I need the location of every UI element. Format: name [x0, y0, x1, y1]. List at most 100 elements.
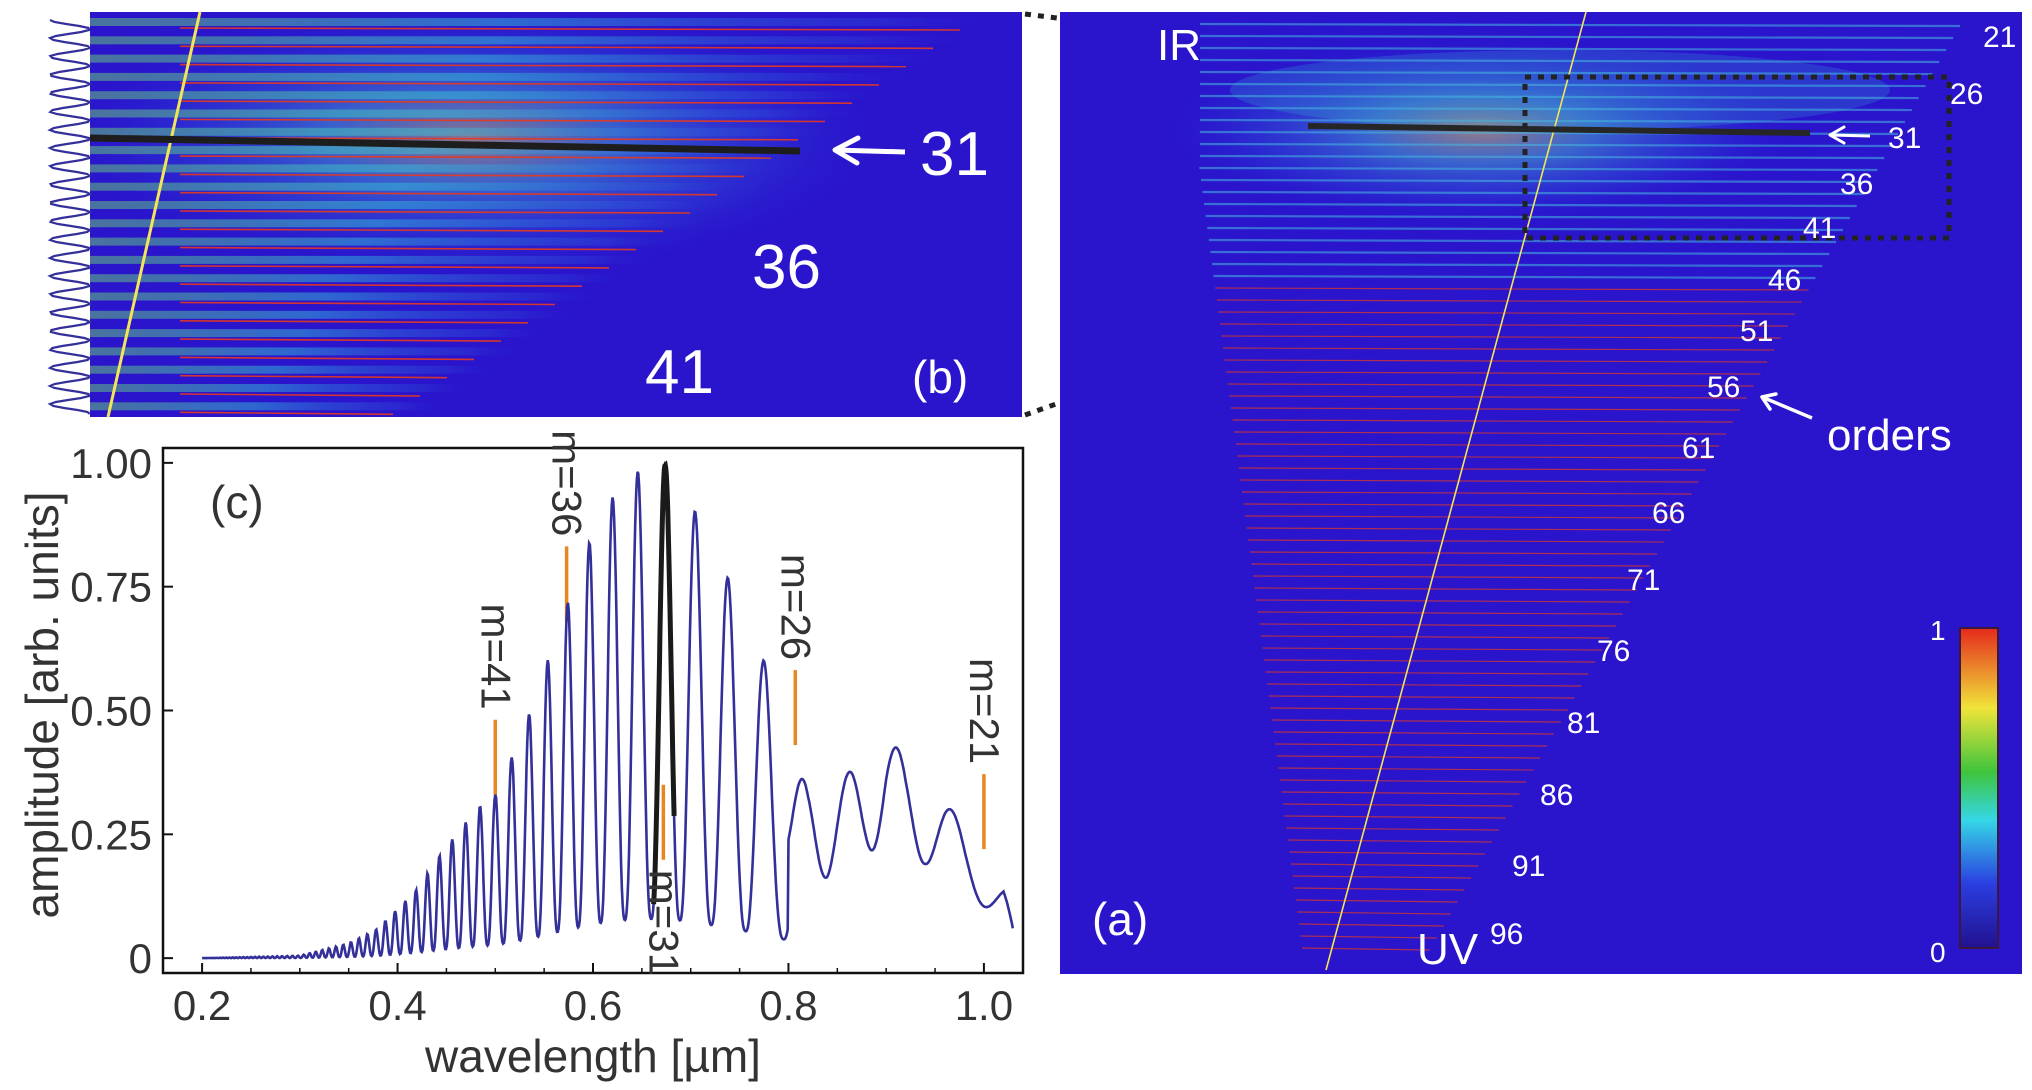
panel-a-stripe — [1287, 839, 1492, 843]
panel-a-stripe — [1200, 178, 1871, 184]
panel-a-order-31: 31 — [1888, 122, 1921, 155]
panel-a-echelle-image: 21 26 31 36 41 46 51 56 61 66 71 76 81 8… — [1060, 12, 2022, 974]
chart-ytick-label: 0.75 — [70, 564, 152, 611]
panel-b-stripe-glow — [90, 54, 966, 63]
panel-b-stripe-trace — [179, 246, 637, 251]
panel-a-stripe — [1199, 82, 1926, 88]
panel-a-stripe — [1199, 154, 1885, 160]
panel-a-stripe — [1237, 455, 1713, 459]
panel-a-stripe — [1265, 671, 1589, 675]
panel-b-stripe-trace — [179, 191, 718, 196]
panel-b-stripe-trace — [179, 100, 853, 104]
panel-b-stripe-trace — [179, 27, 961, 31]
panel-a-stripe — [1275, 743, 1548, 747]
panel-a-order-71: 71 — [1627, 564, 1660, 597]
panel-a-label: (a) — [1092, 893, 1148, 945]
panel-b-stripe-trace — [179, 265, 610, 269]
panel-b-stripe-trace — [179, 320, 529, 324]
panel-b-stripe-glow — [90, 72, 939, 81]
panel-a-stripe — [1230, 407, 1740, 411]
panel-b-zoom-image: 31 36 41 (b) — [47, 12, 1022, 417]
panel-a-stripe — [1276, 755, 1541, 759]
panel-b-stripe-glow — [90, 384, 480, 392]
panel-a-order-56: 56 — [1707, 371, 1740, 404]
panel-b-stripe-glow — [90, 36, 993, 45]
panel-a-stripe — [1270, 707, 1568, 711]
panel-a-orders-label: orders — [1827, 411, 1952, 460]
panel-b-label: (b) — [912, 351, 968, 403]
panel-b-stripe-trace — [179, 173, 745, 178]
chart-xlabel: wavelength [µm] — [424, 1030, 761, 1082]
panel-a-order-41: 41 — [1803, 212, 1836, 245]
panel-a-stripe — [1268, 695, 1575, 699]
panel-b-stripe-trace — [179, 228, 664, 233]
panel-a-stripe — [1246, 527, 1671, 531]
panel-a-yellow-line — [1325, 12, 1587, 971]
panel-b-order-41: 41 — [645, 338, 714, 407]
panel-b-stripe-trace — [179, 63, 907, 68]
panel-a-stripe — [1267, 683, 1582, 687]
panel-b-stripe-glow — [90, 201, 750, 209]
panel-a-stripe — [1294, 887, 1465, 891]
chart-annotation: m=26 — [772, 554, 819, 660]
chart-annotation: m=41 — [472, 603, 519, 709]
panel-a-uv-order-96: 96 — [1490, 918, 1523, 951]
panel-a-order-61: 61 — [1682, 432, 1715, 465]
panel-a-stripe — [1248, 539, 1665, 543]
panel-b-stripe-trace — [179, 374, 448, 379]
panel-a-stripe — [1232, 419, 1733, 423]
panel-a-order-51: 51 — [1740, 315, 1773, 348]
panel-a-stripe — [1245, 515, 1678, 519]
chart-xtick-label: 0.4 — [368, 982, 426, 1029]
panel-a-stripe — [1284, 815, 1506, 819]
panel-a-stripe — [1199, 22, 1961, 28]
panel-a-stripe — [1221, 335, 1782, 339]
panel-b-highlight-order — [90, 134, 801, 155]
panel-b-stripe-glow — [90, 164, 804, 173]
panel-a-stripe — [1218, 311, 1795, 315]
panel-a-order-stripes — [1199, 22, 1961, 951]
panel-b-stripe-glow — [90, 182, 777, 191]
panel-a-stripe — [1298, 923, 1444, 927]
panel-b-stripe-glow — [90, 127, 858, 136]
panel-b-stripe-glow — [90, 274, 642, 283]
panel-b-stripe-glow — [90, 237, 696, 246]
panel-b-stripe-trace — [179, 301, 556, 306]
panel-b-stripe-trace — [179, 338, 502, 342]
panel-b-stripe-trace — [179, 118, 826, 123]
panel-b-stripe-glow — [90, 329, 561, 338]
panel-b-stripe-glow — [90, 347, 534, 356]
panel-a-stripe — [1295, 899, 1458, 903]
chart-ytick-label: 0.25 — [70, 811, 152, 858]
panel-a-stripe — [1234, 431, 1726, 435]
panel-a-stripe — [1199, 58, 1940, 64]
panel-b-order-stripes — [90, 18, 1020, 416]
panel-a-stripe — [1199, 106, 1912, 112]
panel-a-stripe — [1238, 467, 1706, 471]
panel-a-stripe — [1271, 719, 1561, 723]
panel-a-ir-label: IR — [1157, 21, 1201, 70]
panel-b-stripe-glow — [90, 255, 669, 264]
chart-annotation: m=31 — [640, 870, 687, 976]
panel-b-stripe-trace — [179, 82, 880, 86]
panel-b-order-36: 36 — [752, 233, 821, 302]
panel-b-stripe-trace — [179, 411, 394, 416]
panel-b-stripe-glow — [90, 219, 723, 228]
panel-a-stripe — [1262, 647, 1603, 651]
panel-a-stripe — [1290, 863, 1479, 867]
panel-b-stripe-trace — [179, 210, 691, 214]
panel-a-stripe — [1199, 94, 1919, 100]
panel-a-arrow-31 — [1828, 125, 1871, 145]
panel-a-stripe — [1199, 142, 1892, 148]
panel-a-stripe — [1224, 359, 1768, 363]
panel-b-stripe-glow — [90, 365, 507, 374]
panel-a-stripe — [1256, 599, 1630, 603]
panel-b-stripe-glow — [90, 109, 885, 118]
panel-b-stripe-trace — [179, 356, 475, 361]
chart-ytick-label: 0 — [129, 935, 152, 982]
chart-annotations: m=41 m=36 m=31 m=26 m=21 — [472, 430, 1008, 976]
panel-a-stripe — [1301, 947, 1431, 951]
panel-c-label: (c) — [210, 476, 264, 528]
panel-a-stripe — [1229, 395, 1747, 399]
panel-a-stripe — [1251, 563, 1651, 567]
